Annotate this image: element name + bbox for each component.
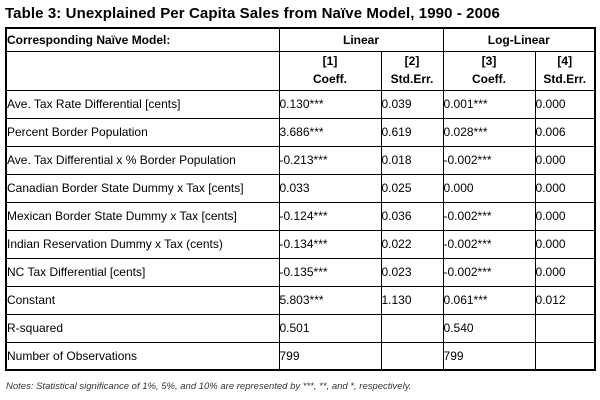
row-label: Canadian Border State Dummy x Tax [cents…	[5, 173, 280, 203]
cell-value: 0.028***	[442, 117, 536, 147]
page: Table 3: Unexplained Per Capita Sales fr…	[5, 5, 597, 392]
column-label: Std.Err.	[390, 71, 434, 86]
row-label: Percent Border Population	[5, 117, 280, 147]
row-label: Ave. Tax Rate Differential [cents]	[5, 89, 280, 119]
row-label: Mexican Border State Dummy x Tax [cents]	[5, 201, 280, 231]
cell-value: 0.000	[534, 257, 596, 287]
cell-value	[380, 313, 444, 343]
cell-value: 1.130	[380, 285, 444, 315]
group-header-log-linear: Log-Linear	[442, 27, 596, 52]
cell-value: 3.686***	[278, 117, 382, 147]
cell-value: 0.023	[380, 257, 444, 287]
table-title: Table 3: Unexplained Per Capita Sales fr…	[5, 5, 500, 22]
cell-value: 0.000	[534, 229, 596, 259]
cell-value: 0.036	[380, 201, 444, 231]
column-header-4: [4] Std.Err.	[534, 50, 596, 91]
table-row: Ave. Tax Differential x % Border Populat…	[5, 145, 596, 175]
corner-header: Corresponding Naïve Model:	[5, 27, 280, 52]
table-row: NC Tax Differential [cents] -0.135*** 0.…	[5, 257, 596, 287]
cell-value: -0.002***	[442, 201, 536, 231]
row-label: Constant	[5, 285, 280, 315]
cell-value: 0.012	[534, 285, 596, 315]
results-table: Corresponding Naïve Model: Linear Log-Li…	[5, 27, 597, 371]
table-row: R-squared 0.501 0.540	[5, 313, 596, 343]
cell-value	[534, 313, 596, 343]
column-label: Coeff.	[472, 71, 507, 86]
column-header-row: [1] Coeff. [2] Std.Err. [3] Coeff. [4] S…	[5, 50, 596, 91]
column-header-2: [2] Std.Err.	[380, 50, 444, 91]
cell-value: 0.018	[380, 145, 444, 175]
cell-value: 0.033	[278, 173, 382, 203]
cell-value: 0.540	[442, 313, 536, 343]
cell-value: 0.130***	[278, 89, 382, 119]
row-label: Ave. Tax Differential x % Border Populat…	[5, 145, 280, 175]
empty-header-cell	[5, 50, 280, 91]
row-label: R-squared	[5, 313, 280, 343]
column-header-1: [1] Coeff.	[278, 50, 382, 91]
group-header-row: Corresponding Naïve Model: Linear Log-Li…	[5, 27, 596, 52]
cell-value: 0.025	[380, 173, 444, 203]
column-label: Std.Err.	[543, 71, 587, 86]
table-row: Number of Observations 799 799	[5, 341, 596, 371]
row-label: Number of Observations	[5, 341, 280, 371]
cell-value: 799	[442, 341, 536, 371]
table-row: Canadian Border State Dummy x Tax [cents…	[5, 173, 596, 203]
cell-value: -0.002***	[442, 257, 536, 287]
cell-value: 0.006	[534, 117, 596, 147]
cell-value: 0.000	[534, 89, 596, 119]
cell-value: -0.135***	[278, 257, 382, 287]
cell-value	[380, 341, 444, 371]
row-label: Indian Reservation Dummy x Tax (cents)	[5, 229, 280, 259]
cell-value: 0.022	[380, 229, 444, 259]
cell-value: -0.124***	[278, 201, 382, 231]
column-number: [1]	[322, 54, 338, 69]
cell-value	[534, 341, 596, 371]
cell-value: 5.803***	[278, 285, 382, 315]
cell-value: 0.000	[534, 201, 596, 231]
cell-value: 0.000	[442, 173, 536, 203]
table-row: Constant 5.803*** 1.130 0.061*** 0.012	[5, 285, 596, 315]
column-header-3: [3] Coeff.	[442, 50, 536, 91]
cell-value: -0.213***	[278, 145, 382, 175]
cell-value: 0.000	[534, 173, 596, 203]
cell-value: 0.619	[380, 117, 444, 147]
table-row: Mexican Border State Dummy x Tax [cents]…	[5, 201, 596, 231]
cell-value: 799	[278, 341, 382, 371]
table-row: Indian Reservation Dummy x Tax (cents) -…	[5, 229, 596, 259]
group-header-linear: Linear	[278, 27, 444, 52]
table-row: Ave. Tax Rate Differential [cents] 0.130…	[5, 89, 596, 119]
cell-value: -0.134***	[278, 229, 382, 259]
column-number: [4]	[557, 54, 573, 69]
table-row: Percent Border Population 3.686*** 0.619…	[5, 117, 596, 147]
cell-value: 0.000	[534, 145, 596, 175]
cell-value: -0.002***	[442, 229, 536, 259]
column-label: Coeff.	[313, 71, 347, 86]
cell-value: 0.061***	[442, 285, 536, 315]
column-number: [2]	[404, 54, 420, 69]
cell-value: -0.002***	[442, 145, 536, 175]
table-notes: Notes: Statistical significance of 1%, 5…	[6, 381, 412, 392]
column-number: [3]	[481, 54, 497, 69]
row-label: NC Tax Differential [cents]	[5, 257, 280, 287]
cell-value: 0.001***	[442, 89, 536, 119]
cell-value: 0.039	[380, 89, 444, 119]
cell-value: 0.501	[278, 313, 382, 343]
